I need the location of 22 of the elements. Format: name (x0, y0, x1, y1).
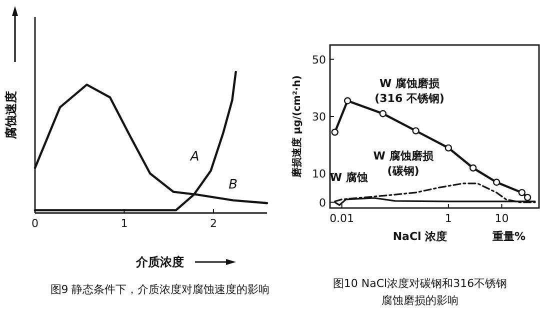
x-tick-label: 1 (120, 217, 128, 230)
x-tick-label: 10 (494, 212, 509, 225)
y-axis-title: 腐蚀速度 (4, 91, 18, 140)
text: 图10 NaCl浓度对碳钢和316不锈钢腐蚀磨损的影响 (332, 277, 508, 307)
y-tick-label: 30 (312, 110, 326, 124)
series-label: W 腐蚀 (330, 170, 368, 184)
y-axis-title: 磨损速度 μg/(cm²·h) (291, 75, 303, 179)
y-tick-label: 10 (312, 168, 326, 181)
x-axis-title: NaCl 浓度 (392, 230, 448, 243)
x-tick-label: 0 (32, 217, 38, 230)
x-axis-title: 介质浓度 (135, 255, 184, 269)
series-label: W 腐蚀磨损 (316 不锈钢) (374, 76, 444, 105)
y-tick-label: 0 (319, 196, 326, 210)
text: 图9 静态条件下，介质浓度对腐蚀速度的影响 (50, 283, 270, 296)
series-label: A (189, 150, 200, 165)
series-label: B (228, 177, 238, 192)
y-tick-label: 50 (312, 53, 326, 66)
text: 重量% (491, 230, 526, 243)
series-label: W 腐蚀磨损 (碳钢) (373, 149, 434, 178)
x-tick-label: 0.01 (330, 212, 354, 225)
x-tick-label: 1 (444, 212, 452, 225)
x-tick-label: 2 (210, 217, 217, 230)
